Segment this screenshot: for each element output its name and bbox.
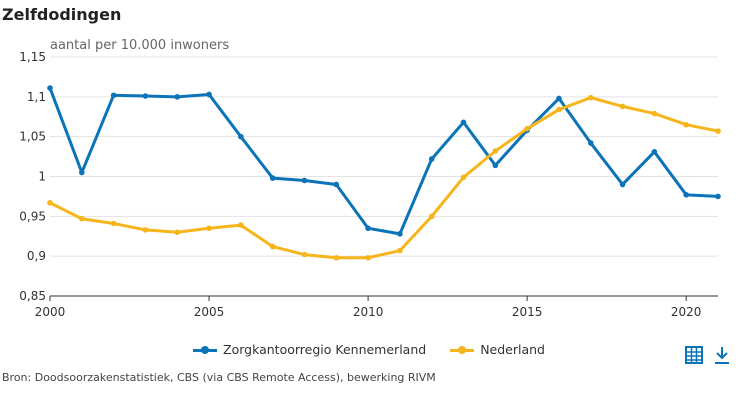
data-point[interactable]	[683, 192, 689, 198]
data-point[interactable]	[619, 103, 626, 110]
data-point[interactable]	[397, 231, 403, 237]
data-point[interactable]	[301, 251, 308, 258]
legend-item-nederland[interactable]: Nederland	[450, 342, 545, 357]
y-axis-ticks: 0,85 0,9 0,95 1 1,05 1,1 1,15	[19, 50, 46, 303]
line-chart: 0,85 0,9 0,95 1 1,05 1,1 1,15 2000 2005 2010 2015…	[19, 50, 721, 319]
legend-label-nederland: Nederland	[480, 342, 545, 357]
data-point[interactable]	[238, 133, 244, 140]
data-point[interactable]	[174, 229, 181, 236]
data-point[interactable]	[460, 174, 467, 181]
data-point[interactable]	[715, 193, 721, 200]
legend: Zorgkantoorregio Kennemerland Nederland	[0, 342, 738, 357]
data-point[interactable]	[492, 162, 499, 169]
data-point[interactable]	[715, 128, 721, 134]
data-point[interactable]	[651, 110, 658, 117]
y-tick-label: 1,05	[19, 130, 46, 144]
x-tick-label: 2005	[194, 305, 225, 319]
data-point[interactable]	[587, 94, 594, 101]
data-point[interactable]	[365, 225, 371, 232]
data-point[interactable]	[460, 119, 467, 126]
data-point[interactable]	[174, 94, 181, 100]
legend-swatch-nederland	[450, 344, 475, 356]
data-point[interactable]	[556, 95, 562, 102]
data-point[interactable]	[142, 227, 149, 233]
data-point[interactable]	[79, 215, 85, 222]
data-point[interactable]	[524, 125, 530, 132]
y-tick-label: 0,9	[27, 249, 46, 263]
data-point[interactable]	[206, 225, 212, 232]
y-tick-label: 0,85	[19, 289, 46, 303]
series-group	[47, 85, 721, 261]
legend-label-kennemerland: Zorgkantoorregio Kennemerland	[223, 342, 427, 357]
data-point[interactable]	[47, 199, 53, 206]
y-tick-label: 0,95	[19, 209, 46, 223]
data-point[interactable]	[142, 93, 149, 99]
x-tick-label: 2000	[35, 305, 66, 319]
data-point[interactable]	[587, 140, 594, 146]
data-point[interactable]	[492, 148, 499, 154]
data-point[interactable]	[333, 181, 340, 188]
x-axis-ticks: 2000 2005 2010 2015 2020	[35, 296, 702, 319]
data-point[interactable]	[619, 181, 626, 188]
x-tick-label: 2010	[353, 305, 384, 319]
y-tick-label: 1	[38, 170, 46, 184]
data-point[interactable]	[397, 247, 403, 254]
y-tick-label: 1,1	[27, 90, 46, 104]
data-point[interactable]	[206, 91, 212, 98]
download-icon[interactable]	[712, 345, 732, 365]
data-point[interactable]	[428, 213, 435, 220]
chart-title: Zelfdodingen	[2, 5, 122, 24]
x-tick-label: 2020	[671, 305, 702, 319]
data-point[interactable]	[269, 175, 276, 181]
data-point[interactable]	[110, 92, 117, 99]
chart-tools	[684, 345, 732, 365]
series-line-1	[49, 96, 719, 260]
legend-swatch-kennemerland	[193, 344, 218, 356]
y-tick-label: 1,15	[19, 50, 46, 64]
data-point[interactable]	[269, 243, 276, 250]
data-point[interactable]	[79, 169, 85, 176]
legend-item-kennemerland[interactable]: Zorgkantoorregio Kennemerland	[193, 342, 426, 357]
data-point[interactable]	[238, 222, 244, 228]
data-point[interactable]	[428, 156, 435, 162]
series-line-0	[48, 87, 719, 236]
data-point[interactable]	[333, 254, 340, 261]
chart-subtitle: aantal per 10.000 inwoners	[50, 38, 230, 53]
source-note: Bron: Doodsoorzakenstatistiek, CBS (via …	[2, 371, 436, 384]
data-point[interactable]	[47, 85, 53, 91]
data-point[interactable]	[651, 149, 658, 155]
data-point[interactable]	[301, 177, 308, 184]
data-point[interactable]	[683, 121, 689, 128]
x-tick-label: 2015	[512, 305, 543, 319]
data-point[interactable]	[110, 220, 117, 227]
data-point[interactable]	[556, 106, 562, 113]
table-icon[interactable]	[684, 345, 704, 365]
data-point[interactable]	[365, 254, 371, 261]
